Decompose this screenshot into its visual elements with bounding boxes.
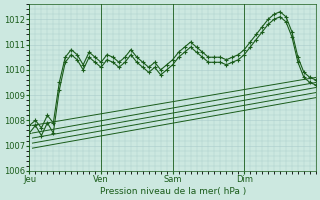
X-axis label: Pression niveau de la mer( hPa ): Pression niveau de la mer( hPa )	[100, 187, 246, 196]
